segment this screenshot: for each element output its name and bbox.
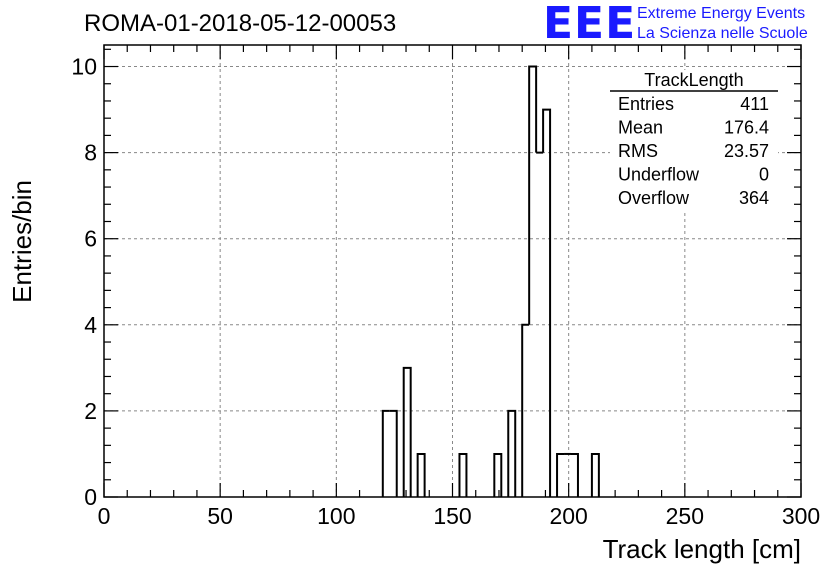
- x-tick-label: 50: [207, 503, 233, 529]
- x-axis-label: Track length [cm]: [603, 534, 801, 564]
- histogram-bar: [570, 452, 579, 497]
- x-tick-label: 0: [98, 503, 111, 529]
- histogram-bar: [416, 452, 426, 497]
- stats-value: 364: [739, 188, 769, 208]
- eee-logo: EEE Extreme Energy Events La Scienza nel…: [543, 0, 808, 49]
- stats-title: TrackLength: [644, 70, 743, 90]
- histogram-bar: [402, 366, 412, 497]
- y-tick-label: 8: [84, 140, 97, 166]
- histogram-bar: [381, 409, 390, 497]
- logo-line-2: La Scienza nelle Scuole: [637, 25, 808, 42]
- stats-label: Mean: [618, 118, 663, 138]
- grid-lines: [104, 45, 801, 497]
- histogram-bar: [507, 409, 517, 497]
- stats-label: Overflow: [618, 188, 690, 208]
- histogram-bar: [493, 452, 503, 497]
- stats-value: 411: [740, 94, 769, 114]
- stats-box-background: [610, 70, 778, 210]
- axis-ticks: [103, 45, 802, 498]
- page-title: ROMA-01-2018-05-12-00053: [84, 10, 397, 37]
- y-tick-label: 2: [84, 398, 97, 424]
- x-tick-label: 200: [549, 503, 587, 529]
- stats-value: 23.57: [724, 141, 769, 161]
- stats-label: RMS: [618, 141, 658, 161]
- y-tick-label: 0: [84, 484, 97, 510]
- histogram-bar: [556, 452, 565, 497]
- x-tick-label: 250: [666, 503, 704, 529]
- histogram-bar: [528, 65, 538, 325]
- histogram-bar: [521, 323, 530, 497]
- stats-label: Underflow: [618, 165, 700, 185]
- logo-text: Extreme Energy Events La Scienza nelle S…: [637, 4, 808, 44]
- x-tick-label: 150: [433, 503, 471, 529]
- histogram-bar: [458, 452, 468, 497]
- histogram-bar: [389, 409, 398, 497]
- histogram-bars: [381, 65, 600, 497]
- y-axis-label: Entries/bin: [7, 180, 37, 303]
- logo-line-1: Extreme Energy Events: [637, 5, 806, 22]
- histogram-bar: [590, 452, 600, 497]
- stats-box: TrackLength Entries 411 Mean 176.4 RMS 23.57 Un…: [610, 70, 778, 210]
- x-tick-label: 300: [782, 503, 820, 529]
- stats-label: Entries: [618, 94, 674, 114]
- y-tick-label: 10: [71, 54, 97, 80]
- x-tick-label: 100: [317, 503, 355, 529]
- stats-value: 176.4: [724, 118, 769, 138]
- y-tick-label: 6: [84, 226, 97, 252]
- tick-labels: 0 50 100 150 200 250 300 0 2 4 6 8 10: [71, 54, 820, 529]
- y-tick-label: 4: [84, 312, 97, 338]
- stats-value: 0: [759, 165, 769, 185]
- histogram-bar: [542, 108, 552, 497]
- logo-mark: EEE: [543, 0, 637, 49]
